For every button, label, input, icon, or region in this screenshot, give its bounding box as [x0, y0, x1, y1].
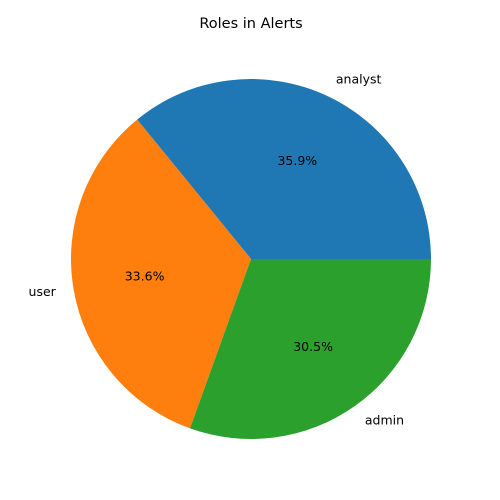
percent-label-analyst: 35.9%	[277, 153, 317, 168]
pie-slice-analyst	[137, 79, 431, 259]
slice-label-analyst: analyst	[336, 72, 382, 87]
slice-label-user: user	[29, 284, 57, 299]
pie-slice-admin	[190, 259, 431, 440]
pie-slices	[71, 79, 431, 440]
percent-label-admin: 30.5%	[293, 339, 333, 354]
slice-label-admin: admin	[365, 413, 404, 428]
chart-title: Roles in Alerts	[199, 16, 302, 32]
pie-labels: analyst 35.9% user 33.6% admin 30.5%	[29, 72, 405, 428]
percent-label-user: 33.6%	[125, 269, 165, 284]
pie-slice-user	[71, 119, 251, 429]
